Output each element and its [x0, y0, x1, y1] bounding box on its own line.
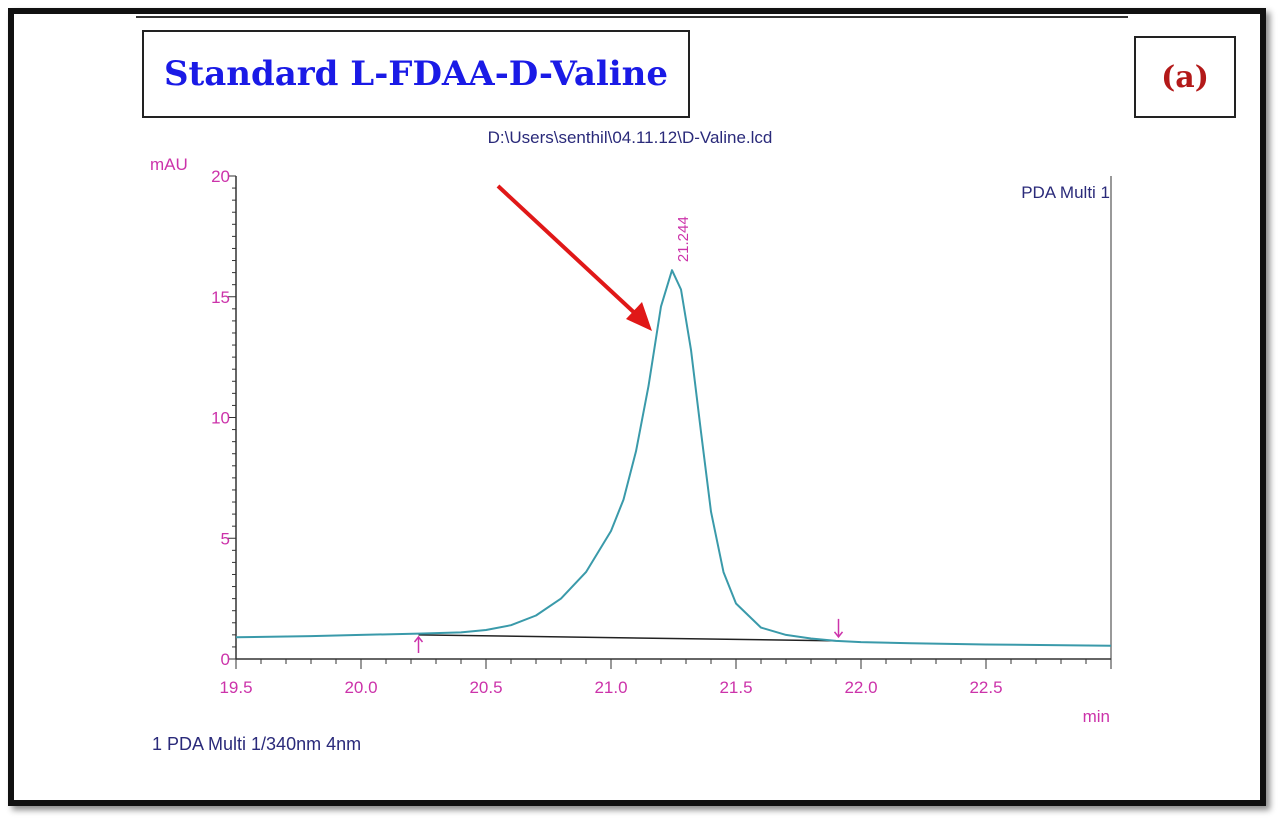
- x-tick-label: 19.5: [219, 678, 252, 697]
- y-tick-label: 5: [221, 529, 230, 548]
- top-rule: [136, 16, 1128, 18]
- detector-legend: 1 PDA Multi 1/340nm 4nm: [152, 734, 362, 754]
- integration-marker-down: [833, 618, 844, 639]
- x-tick-label: 22.5: [969, 678, 1002, 697]
- x-tick-label: 20.0: [344, 678, 377, 697]
- file-path-label: D:\Users\senthil\04.11.12\D-Valine.lcd: [488, 128, 773, 147]
- marker-head: [413, 635, 424, 643]
- chart-title: Standard L-FDAA-D-Valine: [163, 54, 669, 94]
- y-tick-label: 20: [211, 167, 230, 186]
- panel-label-box: (a): [1134, 36, 1236, 118]
- x-tick-label: 21.5: [719, 678, 752, 697]
- detector-label: PDA Multi 1: [1021, 183, 1110, 202]
- trace-pda-multi-1: [235, 269, 1112, 647]
- y-axis-label: mAU: [150, 155, 188, 174]
- title-box: Standard L-FDAA-D-Valine: [142, 30, 690, 118]
- x-tick-label: 21.0: [594, 678, 627, 697]
- marker-head: [833, 631, 844, 639]
- peak-retention-label: 21.244: [675, 216, 692, 262]
- y-tick-label: 0: [221, 650, 230, 669]
- x-axis-label: min: [1083, 707, 1110, 726]
- integration-baseline: [418, 634, 839, 642]
- y-tick-label: 15: [211, 288, 230, 307]
- figure-frame: [8, 8, 1266, 806]
- panel-label: (a): [1161, 59, 1209, 95]
- x-tick-label: 20.5: [469, 678, 502, 697]
- red-arrow-annotation: [496, 184, 652, 331]
- x-tick-label: 22.0: [844, 678, 877, 697]
- y-tick-label: 10: [211, 409, 230, 428]
- integration-marker-up: [413, 635, 424, 653]
